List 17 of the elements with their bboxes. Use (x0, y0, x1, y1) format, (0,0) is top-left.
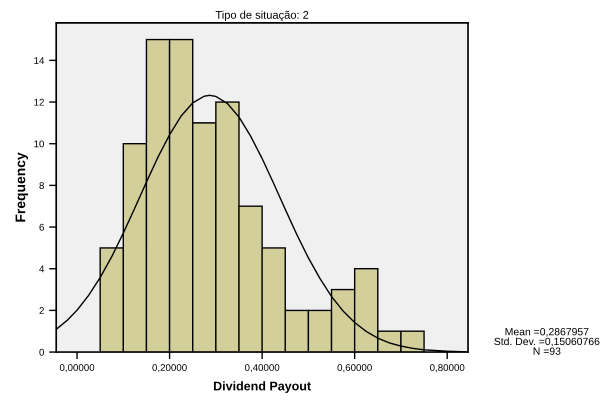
y-tick-label: 14 (34, 57, 44, 64)
x-tick-label: 0,40000 (244, 364, 280, 372)
y-tick-label: 4 (39, 266, 44, 272)
chart-title: Tipo de situação: 2 (216, 10, 308, 22)
x-tick-label: 0,60000 (337, 364, 372, 372)
y-tick-label: 12 (34, 98, 44, 106)
x-tick-label: 0,80000 (430, 364, 464, 372)
y-tick-label: 2 (39, 307, 44, 314)
y-axis-title: Frequency (16, 152, 28, 222)
x-tick-label: 0,20000 (152, 364, 187, 372)
y-tick-label: 8 (39, 182, 44, 189)
text: Mean =0,2867957 Std. Dev. =0,15060766 N =93 (494, 328, 600, 355)
y-tick-label: 10 (34, 140, 44, 148)
y-tick-label: 6 (39, 224, 44, 231)
y-tick-label: 0 (39, 348, 44, 356)
x-tick-label: 0,00000 (60, 364, 94, 372)
x-axis-title: Dividend Payout (214, 381, 311, 393)
